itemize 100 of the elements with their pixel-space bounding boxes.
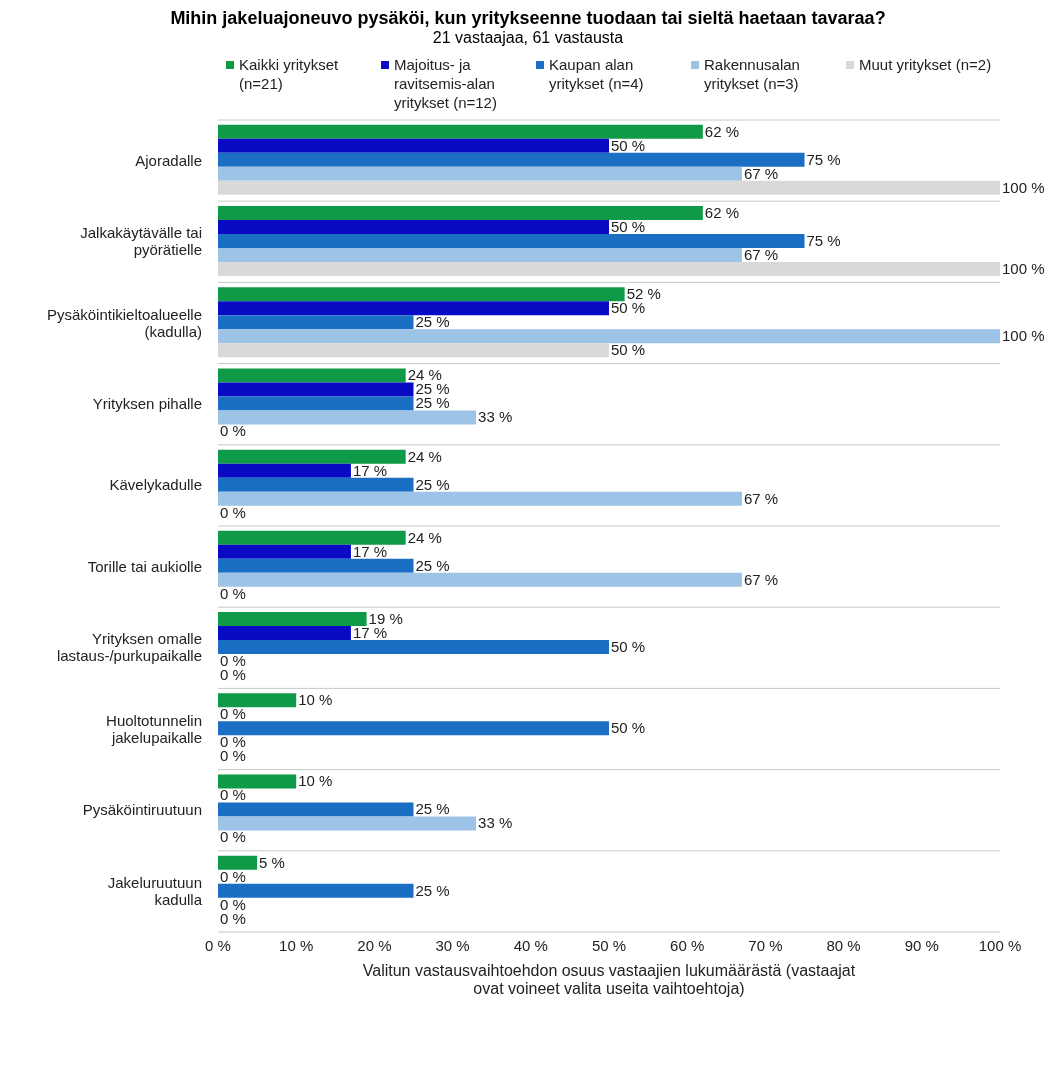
bar xyxy=(218,301,609,316)
x-tick-label: 70 % xyxy=(748,936,783,954)
bar xyxy=(218,315,414,330)
chart-title: Mihin jakeluajoneuvo pysäköi, kun yritykseenne tuodaan tai sieltä haetaan tavaraa? xyxy=(169,8,887,29)
x-tick-label: 10 % xyxy=(279,936,314,954)
data-label: 25 % xyxy=(415,313,450,331)
data-label: 67 % xyxy=(743,489,779,507)
bar xyxy=(218,124,703,139)
data-label: 100 % xyxy=(1002,327,1045,345)
data-label: 24 % xyxy=(407,528,442,546)
bar xyxy=(218,477,414,492)
data-label: 0 % xyxy=(220,867,246,885)
x-axis-title: Valitun vastausvaihtoehdon osuus vastaajien lukumäärästä (vastaajat ovat voineet valita useita vaihtoehtoja) xyxy=(361,962,857,998)
data-label: 50 % xyxy=(611,218,646,236)
data-label: 17 % xyxy=(352,542,388,560)
bar xyxy=(218,287,625,302)
data-label: 24 % xyxy=(407,447,442,465)
data-label: 0 % xyxy=(220,422,246,440)
data-label: 100 % xyxy=(1002,260,1045,278)
bar xyxy=(218,343,609,358)
y-tick-label: Ajoradalle xyxy=(135,151,202,169)
bar xyxy=(218,449,406,464)
data-label: 50 % xyxy=(611,638,646,656)
x-tick-label: 100 % xyxy=(978,936,1022,954)
data-label: 33 % xyxy=(478,814,513,832)
bar xyxy=(218,774,297,789)
y-tick-label: Yrityksen omalle lastaus-/purkupaikalle xyxy=(56,630,202,665)
bar xyxy=(218,410,477,425)
data-label: 25 % xyxy=(415,556,450,574)
data-label: 5 % xyxy=(259,853,285,871)
bar xyxy=(218,382,414,397)
bar xyxy=(218,152,805,167)
bar xyxy=(218,721,609,736)
y-tick-label: Jakeluruutuun kadulla xyxy=(107,873,203,908)
bar xyxy=(218,248,742,263)
bar xyxy=(218,802,414,817)
bar xyxy=(218,329,1000,344)
y-tick-label: Pysäköintikieltoalueelle (kadulla) xyxy=(46,305,202,340)
bar xyxy=(218,883,414,898)
bar xyxy=(218,558,414,573)
bar xyxy=(218,544,351,559)
data-label: 10 % xyxy=(298,772,333,790)
data-label: 0 % xyxy=(220,828,246,846)
data-label: 50 % xyxy=(611,136,646,154)
bar xyxy=(218,612,367,627)
bar xyxy=(218,463,351,478)
data-label: 0 % xyxy=(220,786,246,804)
legend-label: Kaupan alan yritykset (n=4) xyxy=(549,55,645,93)
bar xyxy=(218,138,609,153)
x-tick-label: 20 % xyxy=(357,936,392,954)
bar xyxy=(218,180,1000,195)
data-label: 62 % xyxy=(704,204,740,222)
data-label: 50 % xyxy=(611,341,646,359)
data-label: 25 % xyxy=(415,800,450,818)
data-label: 50 % xyxy=(611,719,646,737)
data-label: 33 % xyxy=(478,408,513,426)
x-tick-label: 80 % xyxy=(826,936,861,954)
bar xyxy=(218,262,1000,277)
legend-label: Majoitus- ja ravitsemis-alan yritykset (n=12) xyxy=(394,55,498,112)
bar xyxy=(218,368,406,383)
x-tick-label: 30 % xyxy=(435,936,470,954)
legend-label: Muut yritykset (n=2) xyxy=(859,55,993,74)
x-tick-label: 90 % xyxy=(904,936,939,954)
bar xyxy=(218,530,406,545)
bar xyxy=(218,166,742,181)
bar xyxy=(218,855,258,870)
y-tick-label: Kävelykadulle xyxy=(109,476,202,494)
data-label: 67 % xyxy=(743,570,779,588)
bar xyxy=(218,572,742,587)
bar xyxy=(218,491,742,506)
y-tick-label: Huoltotunnelin jakelupaikalle xyxy=(106,711,202,746)
data-label: 0 % xyxy=(220,584,246,602)
data-label: 67 % xyxy=(743,164,779,182)
data-label: 0 % xyxy=(220,705,246,723)
bar xyxy=(218,816,477,831)
data-label: 62 % xyxy=(704,122,740,140)
bar xyxy=(218,640,609,655)
chart-subtitle: 21 vastaajaa, 61 vastausta xyxy=(431,29,625,47)
bar xyxy=(218,626,351,641)
y-tick-label: Jalkakäytävälle tai pyörätielle xyxy=(80,224,202,259)
bar xyxy=(218,220,609,235)
data-label: 75 % xyxy=(806,150,841,168)
data-label: 25 % xyxy=(415,881,450,899)
bar xyxy=(218,693,297,708)
data-label: 25 % xyxy=(415,475,450,493)
data-label: 67 % xyxy=(743,246,779,264)
y-tick-label: Torille tai aukiolle xyxy=(87,557,202,575)
bar xyxy=(218,206,703,221)
y-tick-label: Yrityksen pihalle xyxy=(92,395,202,413)
data-label: 100 % xyxy=(1002,178,1045,196)
x-tick-label: 0 % xyxy=(205,936,231,954)
data-label: 10 % xyxy=(298,691,333,709)
x-tick-label: 60 % xyxy=(670,936,705,954)
bar xyxy=(218,234,805,249)
legend-label: Rakennusalan yritykset (n=3) xyxy=(704,55,801,93)
bar xyxy=(218,396,414,411)
x-tick-label: 40 % xyxy=(513,936,548,954)
legend-label: Kaikki yritykset (n=21) xyxy=(239,55,340,93)
data-label: 75 % xyxy=(806,232,841,250)
y-tick-label: Pysäköintiruutuun xyxy=(82,801,202,819)
